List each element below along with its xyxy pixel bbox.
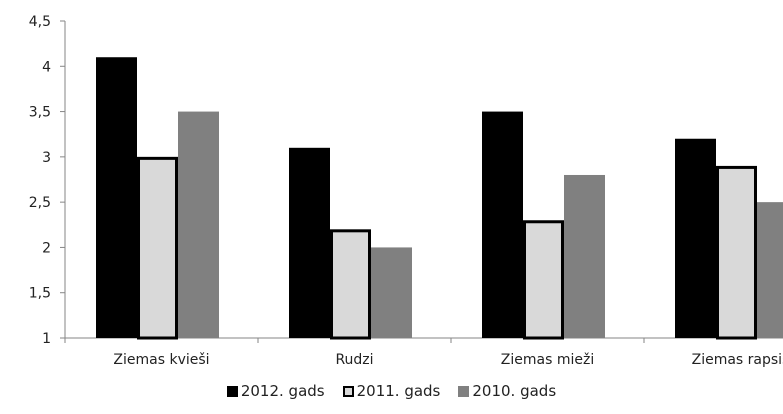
y-tick-label: 2 — [42, 240, 51, 256]
bar-2012-1 — [96, 57, 137, 338]
y-tick-label: 4 — [42, 59, 51, 75]
legend-item-2010: 2010. gads — [458, 382, 556, 400]
x-category-label: Ziemas kvieši — [113, 352, 209, 368]
bar-2012-3 — [482, 111, 523, 338]
bar-2012-4 — [675, 138, 716, 338]
bar-2011-4 — [716, 165, 757, 340]
x-category-label: Ziemas rapsis — [692, 352, 783, 368]
y-tick-label: 3,5 — [29, 105, 51, 121]
bar-2011-1 — [137, 156, 178, 340]
chart-legend: 2012. gads 2011. gads 2010. gads — [0, 382, 783, 400]
y-tick-label: 4,5 — [29, 14, 51, 30]
bar-2010-1 — [178, 111, 219, 338]
chart-labels: 1 1,5 2 2,5 3 3,5 4 4,5 Ziemas kvieši Rudzi Ziemas… — [29, 14, 783, 368]
x-category-label: Rudzi — [335, 352, 373, 368]
legend-item-2012: 2012. gads — [226, 382, 325, 400]
legend-swatch-2010 — [458, 385, 470, 397]
bar-2011-3 — [523, 220, 564, 340]
y-tick-label: 3 — [42, 150, 51, 166]
bar-2010-4 — [757, 202, 783, 338]
chart-bars — [96, 57, 783, 340]
bar-2011-2 — [330, 229, 371, 340]
bar-2010-2 — [371, 247, 412, 338]
legend-label-2012: 2012. gads — [240, 382, 325, 400]
legend-label-2011: 2011. gads — [356, 382, 441, 400]
bar-2012-2 — [289, 147, 330, 338]
legend-swatch-2011 — [342, 385, 354, 397]
legend-label-2010: 2010. gads — [472, 382, 557, 400]
x-category-label: Ziemas mieži — [501, 352, 594, 368]
legend-item-2011: 2011. gads — [342, 382, 441, 400]
bar-2010-3 — [564, 174, 605, 338]
y-tick-label: 2,5 — [29, 195, 51, 211]
y-tick-label: 1 — [42, 331, 51, 347]
y-tick-label: 1,5 — [29, 286, 51, 302]
legend-swatch-2012 — [226, 385, 238, 397]
